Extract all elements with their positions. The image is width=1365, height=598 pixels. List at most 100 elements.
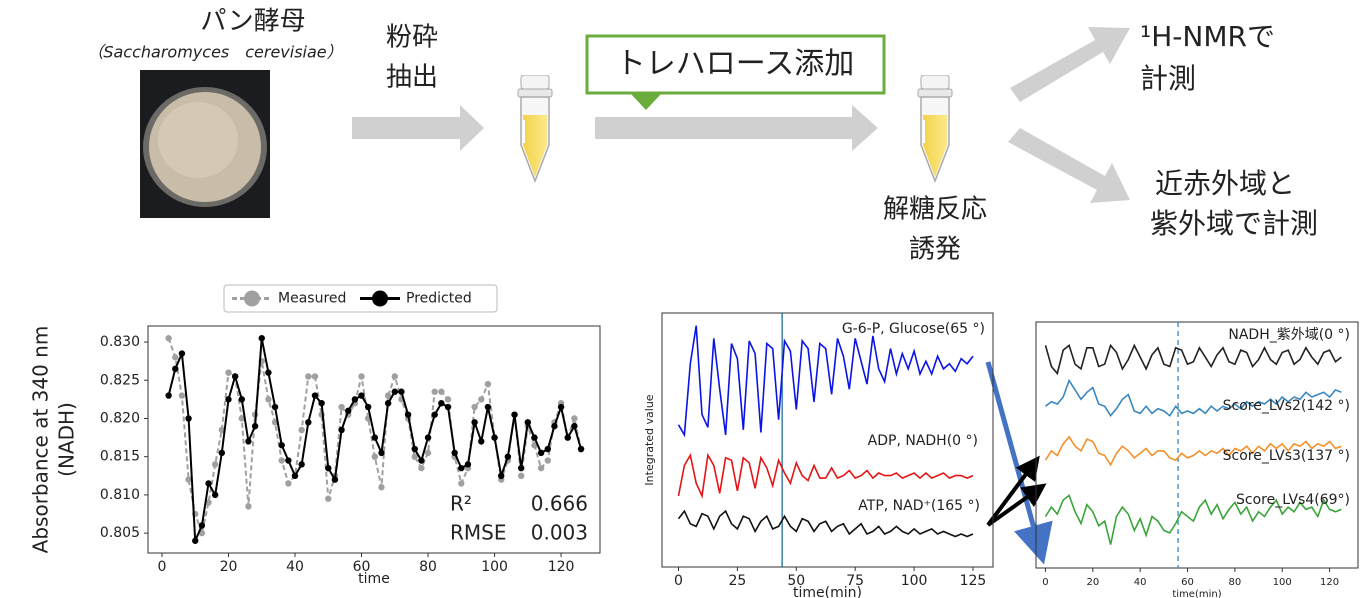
data-point xyxy=(192,538,198,544)
data-point xyxy=(179,350,185,356)
data-point xyxy=(279,457,285,463)
data-point xyxy=(545,457,551,463)
series-label: NADH_紫外域(0 °) xyxy=(1228,327,1350,343)
data-point xyxy=(571,423,577,429)
data-point xyxy=(471,419,477,425)
yeast-label: パン酵母 xyxy=(200,7,305,37)
arrow xyxy=(352,105,484,151)
data-point xyxy=(531,434,537,440)
spectra-label: 紫外域で計測 xyxy=(1150,207,1318,240)
x-tick-label: 100 xyxy=(1273,577,1292,588)
data-point xyxy=(485,381,491,387)
x-tick-label: 80 xyxy=(419,559,437,575)
series-label: G-6-P, Glucose(65 °) xyxy=(842,321,985,337)
data-point xyxy=(451,450,457,456)
callout-label: トレハロース添加 xyxy=(616,47,855,82)
data-point xyxy=(378,484,384,490)
data-point xyxy=(239,396,245,402)
x-axis-label: time(min) xyxy=(1172,589,1221,598)
data-point xyxy=(538,450,544,456)
data-point xyxy=(478,396,484,402)
data-point xyxy=(498,473,504,479)
y-tick-label: 0.830 xyxy=(100,334,140,350)
data-point xyxy=(385,400,391,406)
y-tick-label: 0.815 xyxy=(100,449,140,465)
y-tick-label: 0.805 xyxy=(100,525,140,541)
data-point xyxy=(325,465,331,471)
x-tick-label: 60 xyxy=(1181,577,1194,588)
data-point xyxy=(325,496,331,502)
figure: パン酵母 （Saccharomyces cerevisiae） 粉砕 抽出 トレ… xyxy=(0,0,1365,598)
data-point xyxy=(179,392,185,398)
data-point xyxy=(505,453,511,459)
data-point xyxy=(298,461,304,467)
x-tick-label: 100 xyxy=(481,559,508,575)
annotation: RMSE xyxy=(450,521,506,545)
data-point xyxy=(358,373,364,379)
series-line xyxy=(679,326,974,435)
x-tick-label: 40 xyxy=(286,559,304,575)
data-point xyxy=(571,415,577,421)
y-tick-label: 0.820 xyxy=(100,410,140,426)
reaction-label: 解糖反応 xyxy=(883,195,987,225)
data-point xyxy=(565,434,571,440)
data-point xyxy=(332,476,338,482)
series-label: Score_LVs2(142 °) xyxy=(1223,398,1350,414)
x-tick-label: 100 xyxy=(901,573,928,589)
data-point xyxy=(418,465,424,471)
annotation: R² xyxy=(450,492,472,516)
x-tick-label: 0 xyxy=(1042,577,1048,588)
data-point xyxy=(338,404,344,410)
annotation: 0.003 xyxy=(531,521,588,545)
spectra-label: 近赤外域と xyxy=(1155,167,1295,200)
x-tick-label: 40 xyxy=(1134,577,1147,588)
data-point xyxy=(252,423,258,429)
data-point xyxy=(471,404,477,410)
data-point xyxy=(305,373,311,379)
data-point xyxy=(478,438,484,444)
y-axis-label: (NADH) xyxy=(55,402,79,477)
data-point xyxy=(372,434,378,440)
data-point xyxy=(292,473,298,479)
data-point xyxy=(345,408,351,414)
data-point xyxy=(358,392,364,398)
legend-swatch xyxy=(244,291,260,307)
data-point xyxy=(219,450,225,456)
yeast-photo xyxy=(140,70,270,218)
prep-label: 粉砕 xyxy=(386,23,438,53)
data-point xyxy=(298,427,304,433)
species-label: （Saccharomyces cerevisiae） xyxy=(87,43,342,62)
data-point xyxy=(265,396,271,402)
data-point xyxy=(485,404,491,410)
data-point xyxy=(225,396,231,402)
data-point xyxy=(285,457,291,463)
data-point xyxy=(525,419,531,425)
series-label: Score_LVs3(137 °) xyxy=(1223,448,1350,464)
data-point xyxy=(438,400,444,406)
data-point xyxy=(372,453,378,459)
data-point xyxy=(425,434,431,440)
x-tick-label: 0 xyxy=(674,573,683,589)
data-point xyxy=(285,480,291,486)
nmr-label: 計測 xyxy=(1140,62,1196,95)
x-axis-label: time(min) xyxy=(793,585,862,598)
data-point xyxy=(312,373,318,379)
data-point xyxy=(365,404,371,410)
data-point xyxy=(465,461,471,467)
arrow xyxy=(595,105,878,151)
legend-label: Measured xyxy=(278,291,346,307)
data-point xyxy=(259,335,265,341)
series-label: Score_LVs4(69°) xyxy=(1236,492,1350,508)
y-tick-label: 0.810 xyxy=(100,487,140,503)
data-point xyxy=(205,480,211,486)
y-tick-label: 0.825 xyxy=(100,372,140,388)
data-point xyxy=(279,442,285,448)
data-point xyxy=(185,415,191,421)
x-tick-label: 20 xyxy=(1086,577,1099,588)
tube xyxy=(918,75,952,181)
data-point xyxy=(511,411,517,417)
legend-swatch xyxy=(372,291,388,307)
data-point xyxy=(225,369,231,375)
data-point xyxy=(405,411,411,417)
